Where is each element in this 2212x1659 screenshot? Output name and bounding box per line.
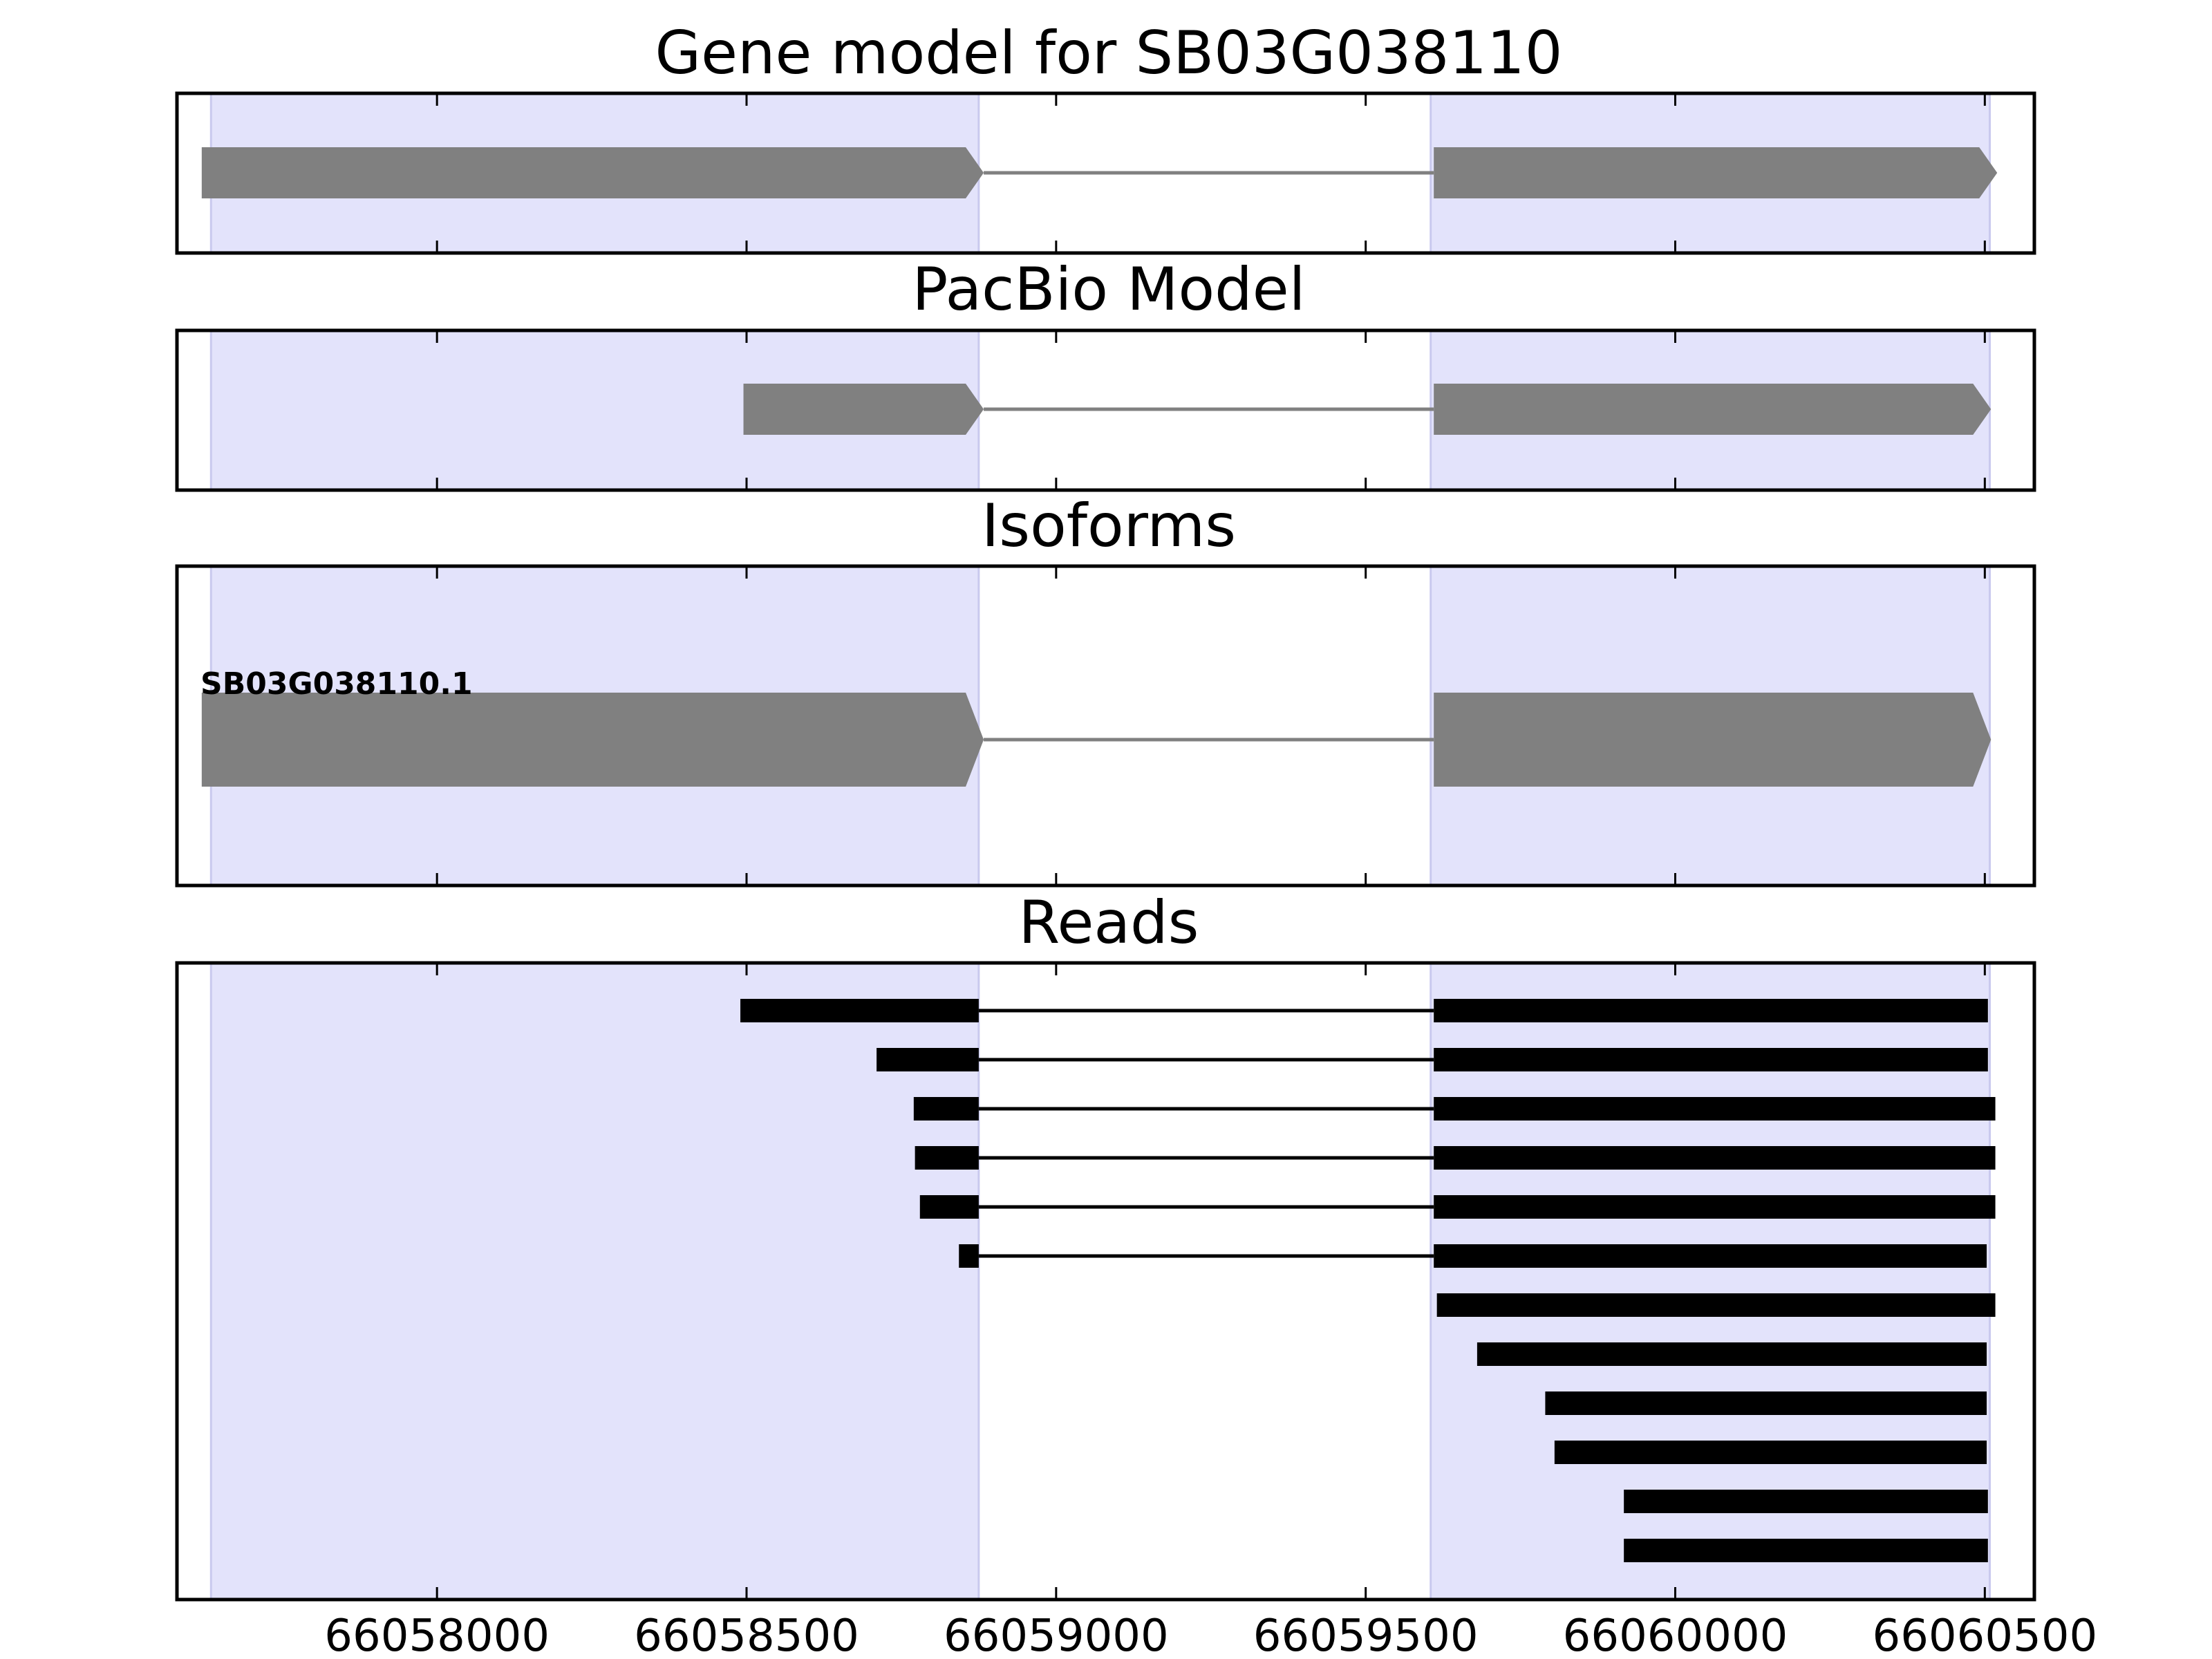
read-exon [740,999,979,1022]
panel-frame [175,564,2036,888]
read-exon [1434,1146,1996,1170]
read-exon [877,1048,979,1071]
x-axis-tick-labels: 66058000 66058500 66059000 66059500 6606… [324,1611,2097,1659]
panel-frame [175,961,2036,1602]
read-exon [1434,999,1988,1022]
x-tick-label: 66060500 [1872,1611,2097,1659]
read-exon [1545,1391,1987,1415]
exon-block [743,384,984,435]
panel-gene-model [175,91,2036,255]
panel-title-gene-model: Gene model for SB03G038110 [655,19,1563,88]
isoform-label: SB03G038110.1 [200,666,473,702]
exon-block [1434,384,1991,435]
exon-block [201,693,984,787]
read-exon [1434,1097,1996,1121]
read-exon [1477,1342,1987,1366]
x-tick-label: 66058500 [634,1611,859,1659]
panel-frame [175,328,2036,492]
exon-block [201,147,984,198]
read-exon [959,1244,979,1268]
panel-title-pacbio-model: PacBio Model [912,255,1305,324]
exon-block [1434,147,1998,198]
read-exon [1554,1441,1987,1464]
exon-shading [209,962,980,1601]
panel-title-isoforms: Isoforms [982,491,1236,561]
panel-isoforms [175,564,2036,888]
x-tick-label: 66059500 [1253,1611,1479,1659]
read-exon [1624,1539,1988,1562]
panel-pacbio-model [175,328,2036,492]
panel-reads [175,961,2036,1602]
read-exon [913,1097,979,1121]
x-tick-label: 66058000 [324,1611,550,1659]
x-tick-label: 66059000 [944,1611,1169,1659]
read-exon [1434,1048,1988,1071]
panel-frame [175,91,2036,255]
read-exon [1436,1293,1996,1317]
panel-title-reads: Reads [1019,888,1199,957]
exon-block [1434,693,1991,787]
read-exon [1434,1195,1996,1219]
read-exon [919,1195,979,1219]
read-exon [915,1146,979,1170]
read-exon [1624,1490,1988,1513]
read-exon [1434,1244,1987,1268]
x-tick-label: 66060000 [1563,1611,1788,1659]
